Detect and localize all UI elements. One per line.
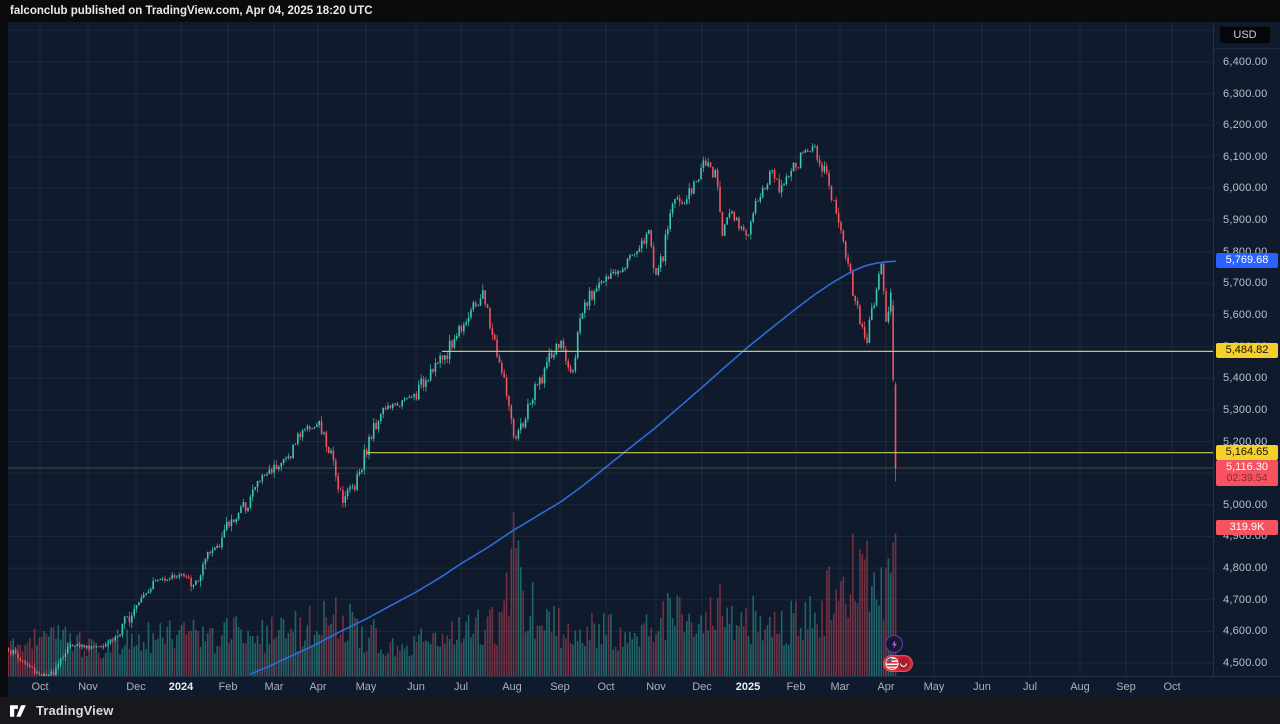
- time-axis-month-label: Apr: [309, 681, 327, 693]
- volume-value-label: 319.9K: [1216, 520, 1278, 535]
- chart-main-area: USD 6,400.00 6,300.00 6,200.00 6,100.00 6,00…: [0, 22, 1280, 676]
- time-axis-month-label: Oct: [31, 681, 49, 693]
- ma-line[interactable]: [249, 260, 897, 675]
- volume-series: [8, 512, 897, 676]
- time-axis-month-label: Aug: [502, 681, 522, 693]
- time-axis-month-label: Oct: [1163, 681, 1181, 693]
- price-tick-label: 4,500.00: [1223, 657, 1268, 669]
- price-tick-label: 6,400.00: [1223, 56, 1268, 68]
- time-axis-year-label: 2025: [735, 681, 761, 693]
- time-axis[interactable]: Oct Nov Dec 2024 Feb Mar Apr May Jun Jul Aug Sep Oct…: [8, 676, 1280, 697]
- price-tick-label: 5,600.00: [1223, 309, 1268, 321]
- level-price-label: 5,484.82: [1216, 343, 1278, 358]
- price-tick-label: 6,300.00: [1223, 88, 1268, 100]
- time-axis-month-label: Jun: [407, 681, 425, 693]
- lightning-icon: [891, 639, 897, 649]
- price-tick-label: 6,000.00: [1223, 182, 1268, 194]
- time-axis-month-label: Dec: [126, 681, 146, 693]
- us-flag-events-icon[interactable]: [883, 655, 913, 672]
- level-price-label: 5,164.65: [1216, 445, 1278, 460]
- price-tick-label: 5,700.00: [1223, 277, 1268, 289]
- price-tick-label: 4,700.00: [1223, 594, 1268, 606]
- currency-button[interactable]: USD: [1219, 26, 1271, 44]
- tradingview-wordmark: TradingView: [36, 703, 114, 718]
- price-tick-label: 5,400.00: [1223, 372, 1268, 384]
- time-axis-month-label: Oct: [597, 681, 615, 693]
- price-tick-label: 5,900.00: [1223, 214, 1268, 226]
- publish-info-bar: falconclub published on TradingView.com,…: [0, 0, 1280, 22]
- time-axis-year-label: 2024: [168, 681, 194, 693]
- ma-value-label: 5,769.68: [1216, 253, 1278, 268]
- grid-lines: [8, 22, 1213, 676]
- price-chart-canvas[interactable]: [8, 22, 1213, 676]
- candlestick-series: [8, 143, 897, 676]
- last-price-label: 5,116.30 02:39:54: [1216, 460, 1278, 486]
- price-tick-label: 4,800.00: [1223, 562, 1268, 574]
- price-tick-label: 6,100.00: [1223, 151, 1268, 163]
- time-axis-month-label: Aug: [1070, 681, 1090, 693]
- time-axis-month-label: Nov: [646, 681, 666, 693]
- time-axis-month-label: Sep: [1116, 681, 1136, 693]
- time-axis-month-label: Mar: [264, 681, 284, 693]
- price-tick-label: 6,200.00: [1223, 119, 1268, 131]
- chart-pane[interactable]: [8, 22, 1213, 676]
- us-flag-icon: [883, 655, 913, 672]
- tradingview-logo[interactable]: [10, 704, 29, 717]
- time-axis-month-label: Feb: [218, 681, 238, 693]
- countdown-timer: 02:39:54: [1226, 472, 1268, 484]
- time-axis-month-label: Feb: [786, 681, 806, 693]
- time-axis-month-label: Jun: [973, 681, 991, 693]
- time-axis-month-label: Dec: [692, 681, 712, 693]
- price-axis-header: [1214, 22, 1280, 49]
- price-axis[interactable]: USD 6,400.00 6,300.00 6,200.00 6,100.00 6,00…: [1213, 22, 1280, 676]
- time-axis-month-label: Mar: [830, 681, 850, 693]
- price-tick-label: 5,000.00: [1223, 499, 1268, 511]
- time-axis-month-label: Apr: [877, 681, 895, 693]
- time-axis-month-label: Jul: [453, 681, 469, 693]
- time-axis-month-label: May: [355, 681, 377, 693]
- economic-event-lightning-icon[interactable]: [885, 635, 903, 653]
- tradingview-footer-bar: TradingView: [0, 697, 1280, 724]
- published-text: falconclub published on TradingView.com,…: [10, 5, 373, 17]
- price-tick-label: 4,600.00: [1223, 625, 1268, 637]
- time-axis-month-label: Nov: [78, 681, 98, 693]
- price-tick-label: 5,300.00: [1223, 404, 1268, 416]
- horizontal-rays[interactable]: [8, 350, 1213, 469]
- time-axis-month-label: Jul: [1022, 681, 1038, 693]
- time-axis-month-label: May: [923, 681, 945, 693]
- time-axis-month-label: Sep: [550, 681, 570, 693]
- tradingview-logo-icon: [10, 704, 26, 717]
